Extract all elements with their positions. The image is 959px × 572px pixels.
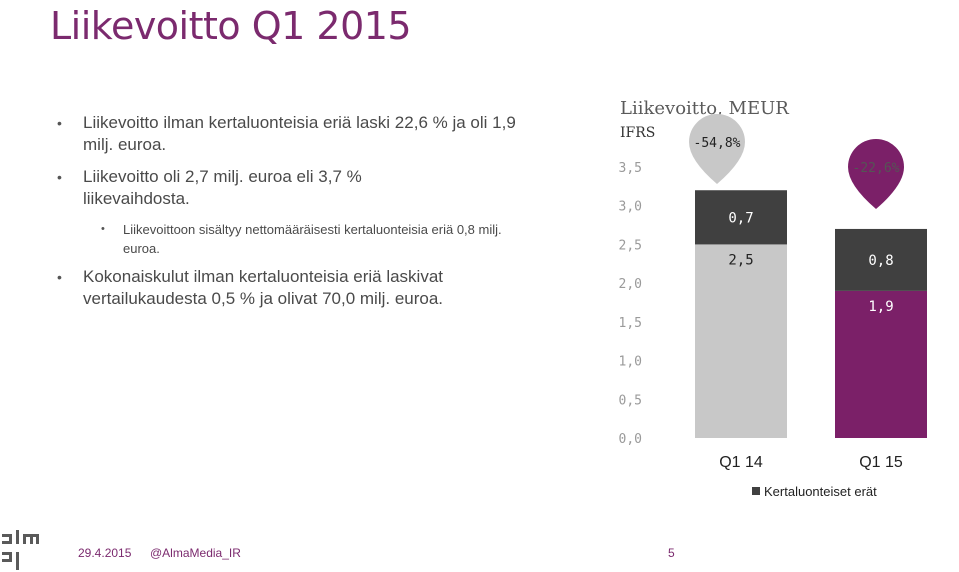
footer-date: 29.4.2015 bbox=[78, 546, 132, 560]
bar-one-off bbox=[835, 228, 927, 291]
y-tick-label: 3,0 bbox=[619, 200, 642, 215]
footer-handle: @AlmaMedia_IR bbox=[150, 546, 241, 560]
chart-plot-area: 0,0 0,5 1,0 1,5 2,0 2,5 3,0 3,5 2,5 0,7 Q1 14 1,9 0,… bbox=[619, 114, 927, 471]
bullet-list: • Liikevoitto ilman kertaluonteisia eriä… bbox=[57, 112, 545, 320]
bullet-item: • Liikevoitto ilman kertaluonteisia eriä… bbox=[57, 112, 545, 156]
bullet-dot-icon: • bbox=[57, 115, 62, 131]
sub-bullet-item: • Liikevoittoon sisältyy nettomääräisest… bbox=[101, 220, 525, 258]
bullet-text: Liikevoitto oli 2,7 milj. euroa eli 3,7 … bbox=[83, 167, 362, 208]
callout-label: -22,6% bbox=[853, 161, 900, 176]
y-tick-label: 2,5 bbox=[619, 238, 642, 253]
x-tick-label: Q1 15 bbox=[859, 454, 903, 471]
y-tick-label: 0,0 bbox=[619, 432, 642, 447]
y-tick-label: 1,5 bbox=[619, 316, 642, 331]
bar-one-off bbox=[695, 190, 787, 245]
legend-label: Kertaluonteiset erät bbox=[764, 484, 877, 499]
bar-base bbox=[695, 244, 787, 438]
alma-logo-icon bbox=[2, 530, 39, 570]
page-number: 5 bbox=[668, 546, 675, 560]
legend-swatch bbox=[752, 487, 760, 495]
bullet-text: Liikevoittoon sisältyy nettomääräisesti … bbox=[123, 222, 502, 256]
x-tick-label: Q1 14 bbox=[719, 454, 763, 471]
slide-title: Liikevoitto Q1 2015 bbox=[50, 4, 412, 48]
y-tick-label: 0,5 bbox=[619, 393, 642, 408]
callout-drop bbox=[848, 139, 904, 209]
data-label: 0,8 bbox=[868, 253, 893, 269]
data-label: 2,5 bbox=[728, 252, 753, 268]
bullet-item: • Kokonaiskulut ilman kertaluonteisia er… bbox=[57, 266, 545, 310]
y-tick-label: 3,5 bbox=[619, 161, 642, 176]
bullet-dot-icon: • bbox=[57, 269, 62, 285]
bullet-dot-icon: • bbox=[101, 223, 105, 235]
bullet-dot-icon: • bbox=[57, 169, 62, 185]
y-tick-label: 1,0 bbox=[619, 355, 642, 370]
chart-title: Liikevoitto, MEUR bbox=[620, 98, 789, 119]
data-label: 1,9 bbox=[868, 299, 893, 315]
bullet-item: • Liikevoitto oli 2,7 milj. euroa eli 3,… bbox=[57, 166, 545, 210]
callout-label: -54,8% bbox=[694, 136, 741, 151]
bar-base bbox=[835, 290, 927, 438]
callout-drop bbox=[689, 114, 745, 184]
chart-subtitle: IFRS bbox=[620, 125, 655, 141]
y-tick-label: 2,0 bbox=[619, 277, 642, 292]
data-label: 0,7 bbox=[728, 210, 753, 226]
bullet-text: Kokonaiskulut ilman kertaluonteisia eriä… bbox=[83, 267, 444, 308]
profit-chart: Liikevoitto, MEUR IFRS 0,0 0,5 1,0 1,5 2,0 2,… bbox=[619, 98, 927, 499]
bullet-text: Liikevoitto ilman kertaluonteisia eriä l… bbox=[83, 113, 516, 154]
